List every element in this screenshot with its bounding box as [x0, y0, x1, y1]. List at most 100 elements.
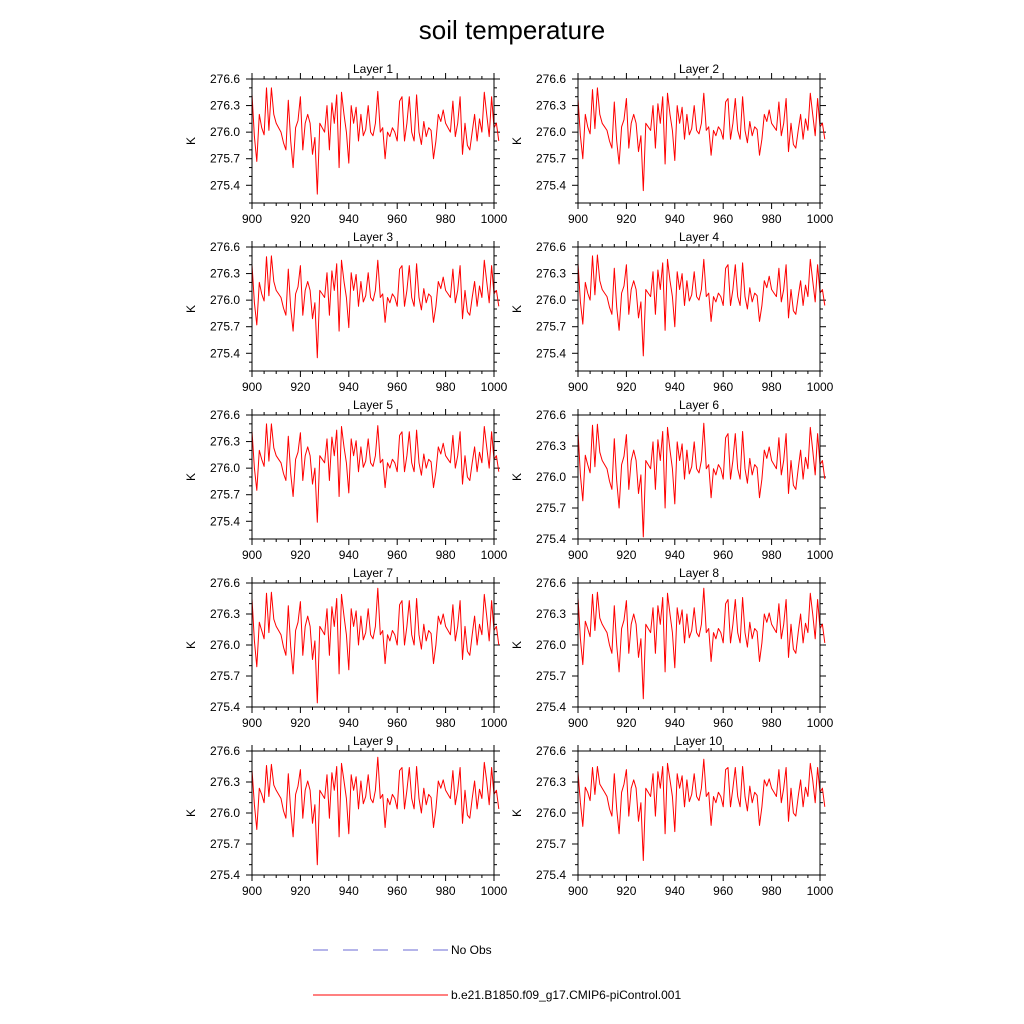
legend-label-model-run: b.e21.B1850.f09_g17.CMIP6-piControl.001: [451, 988, 681, 1002]
series-line-layer-1: [251, 87, 500, 195]
plot-frame-layer-4: [577, 246, 821, 372]
series-line-layer-2: [577, 87, 826, 192]
x-tick-label-layer-4: 940: [665, 380, 685, 394]
y-tick-label-layer-2: 276.3: [536, 99, 566, 113]
x-tick-label-layer-4: 1000: [807, 380, 834, 394]
x-tick-label-layer-10: 920: [616, 884, 636, 898]
x-tick-label-layer-5: 980: [436, 548, 456, 562]
x-tick-label-layer-8: 920: [616, 716, 636, 730]
y-tick-label-layer-3: 276.0: [210, 293, 240, 307]
x-tick-label-layer-1: 900: [242, 212, 262, 226]
y-axis-label-layer-9: K: [184, 809, 198, 817]
y-tick-label-layer-1: 275.4: [210, 178, 240, 192]
x-tick-label-layer-3: 940: [339, 380, 359, 394]
x-tick-label-layer-1: 960: [387, 212, 407, 226]
plot-frame-layer-2: [577, 78, 821, 204]
panel-layer-8: Layer 8 K 900 920 940 960 980 1000 276.6 276.3 276…: [510, 566, 834, 730]
y-tick-label-layer-4: 276.3: [536, 267, 566, 281]
x-tick-label-layer-7: 920: [290, 716, 310, 730]
y-tick-label-layer-9: 275.4: [210, 868, 240, 882]
x-tick-label-layer-9: 980: [436, 884, 456, 898]
y-tick-label-layer-2: 275.4: [536, 178, 566, 192]
plot-frame-layer-7: [251, 582, 495, 708]
y-tick-label-layer-5: 276.3: [210, 435, 240, 449]
x-tick-label-layer-2: 960: [713, 212, 733, 226]
x-tick-label-layer-5: 940: [339, 548, 359, 562]
y-tick-label-layer-8: 276.6: [536, 576, 566, 590]
y-axis-label-layer-7: K: [184, 641, 198, 649]
y-tick-label-layer-9: 275.7: [210, 837, 240, 851]
plot-frame-layer-8: [577, 582, 821, 708]
x-tick-label-layer-4: 900: [568, 380, 588, 394]
legend: No Obs b.e21.B1850.f09_g17.CMIP6-piContr…: [313, 943, 681, 1002]
x-tick-label-layer-7: 980: [436, 716, 456, 730]
panel-layer-10: Layer 10 K 900 920 940 960 980 1000 276.6 276.3 27…: [510, 734, 834, 898]
y-tick-label-layer-6: 276.6: [536, 408, 566, 422]
plot-frame-layer-10: [577, 750, 821, 876]
x-tick-label-layer-2: 920: [616, 212, 636, 226]
y-tick-label-layer-4: 275.4: [536, 346, 566, 360]
y-tick-label-layer-10: 276.3: [536, 775, 566, 789]
series-line-layer-9: [251, 756, 500, 866]
series-line-layer-8: [577, 587, 826, 700]
x-tick-label-layer-9: 900: [242, 884, 262, 898]
y-tick-label-layer-6: 276.3: [536, 439, 566, 453]
x-tick-label-layer-2: 900: [568, 212, 588, 226]
y-tick-label-layer-8: 275.4: [536, 700, 566, 714]
y-tick-label-layer-10: 275.7: [536, 837, 566, 851]
y-tick-label-layer-8: 275.7: [536, 669, 566, 683]
plot-frame-layer-1: [251, 78, 495, 204]
y-tick-label-layer-3: 275.4: [210, 346, 240, 360]
x-tick-label-layer-8: 1000: [807, 716, 834, 730]
y-axis-label-layer-4: K: [510, 305, 524, 313]
panel-title-layer-6: Layer 6: [679, 398, 719, 412]
y-axis-label-layer-3: K: [184, 305, 198, 313]
x-tick-label-layer-9: 920: [290, 884, 310, 898]
y-tick-label-layer-9: 276.3: [210, 775, 240, 789]
plot-frame-layer-3: [251, 246, 495, 372]
panel-title-layer-7: Layer 7: [353, 566, 393, 580]
y-tick-label-layer-1: 276.6: [210, 72, 240, 86]
x-tick-label-layer-5: 960: [387, 548, 407, 562]
series-line-layer-10: [577, 758, 826, 861]
y-tick-label-layer-7: 276.6: [210, 576, 240, 590]
y-tick-label-layer-9: 276.6: [210, 744, 240, 758]
x-tick-label-layer-5: 920: [290, 548, 310, 562]
y-axis-label-layer-1: K: [184, 137, 198, 145]
x-tick-label-layer-7: 960: [387, 716, 407, 730]
series-line-layer-6: [577, 422, 826, 538]
series-line-layer-4: [577, 254, 826, 357]
y-tick-label-layer-4: 276.6: [536, 240, 566, 254]
x-tick-label-layer-4: 920: [616, 380, 636, 394]
y-tick-label-layer-4: 275.7: [536, 320, 566, 334]
x-tick-label-layer-3: 960: [387, 380, 407, 394]
panel-layer-1: Layer 1 K 900 920 940 960 980 1000 276.6 276.3 276…: [184, 62, 508, 226]
panel-title-layer-8: Layer 8: [679, 566, 719, 580]
y-tick-label-layer-2: 276.6: [536, 72, 566, 86]
x-tick-label-layer-5: 900: [242, 548, 262, 562]
panel-title-layer-3: Layer 3: [353, 230, 393, 244]
y-tick-label-layer-1: 276.3: [210, 99, 240, 113]
panel-title-layer-2: Layer 2: [679, 62, 719, 76]
y-tick-label-layer-3: 276.6: [210, 240, 240, 254]
series-line-layer-7: [251, 587, 500, 704]
x-tick-label-layer-6: 940: [665, 548, 685, 562]
y-tick-label-layer-6: 275.7: [536, 501, 566, 515]
panels-group: Layer 1 K 900 920 940 960 980 1000 276.6 276.3 276…: [184, 62, 834, 898]
x-tick-label-layer-6: 960: [713, 548, 733, 562]
y-tick-label-layer-3: 276.3: [210, 267, 240, 281]
panel-layer-9: Layer 9 K 900 920 940 960 980 1000 276.6 276.3 276…: [184, 734, 508, 898]
x-tick-label-layer-3: 900: [242, 380, 262, 394]
y-tick-label-layer-9: 276.0: [210, 806, 240, 820]
x-tick-label-layer-1: 980: [436, 212, 456, 226]
series-line-layer-5: [251, 423, 500, 523]
x-tick-label-layer-8: 940: [665, 716, 685, 730]
series-line-layer-3: [251, 255, 500, 359]
y-tick-label-layer-1: 275.7: [210, 152, 240, 166]
x-tick-label-layer-10: 980: [762, 884, 782, 898]
x-tick-label-layer-10: 940: [665, 884, 685, 898]
x-tick-label-layer-5: 1000: [481, 548, 508, 562]
x-tick-label-layer-4: 960: [713, 380, 733, 394]
